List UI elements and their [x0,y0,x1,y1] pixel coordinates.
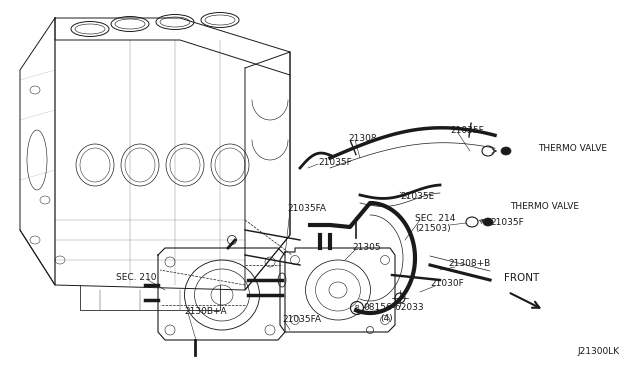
Text: 21035F: 21035F [318,157,352,167]
Text: 2130B+A: 2130B+A [184,308,227,317]
Text: 21035FA: 21035FA [287,203,326,212]
Ellipse shape [483,218,493,226]
Text: SEC. 210: SEC. 210 [116,273,157,282]
Text: J21300LK: J21300LK [577,347,619,356]
Text: THERMO VALVE: THERMO VALVE [510,202,579,211]
Text: 21305: 21305 [352,244,381,253]
Ellipse shape [501,147,511,155]
Text: 21035F: 21035F [490,218,524,227]
Text: (4): (4) [380,314,392,323]
Text: THERMO VALVE: THERMO VALVE [538,144,607,153]
Text: 21030F: 21030F [430,279,464,289]
Text: FRONT: FRONT [504,273,540,283]
Text: 08156-62033: 08156-62033 [363,304,424,312]
Text: 21035E: 21035E [400,192,435,201]
Text: (21503): (21503) [415,224,451,232]
Text: SEC. 214: SEC. 214 [415,214,456,222]
Text: 21308+B: 21308+B [448,260,490,269]
Text: 21035F: 21035F [450,125,484,135]
Text: B: B [355,305,360,311]
Text: 21308: 21308 [348,134,376,142]
Text: 21035FA: 21035FA [282,315,321,324]
